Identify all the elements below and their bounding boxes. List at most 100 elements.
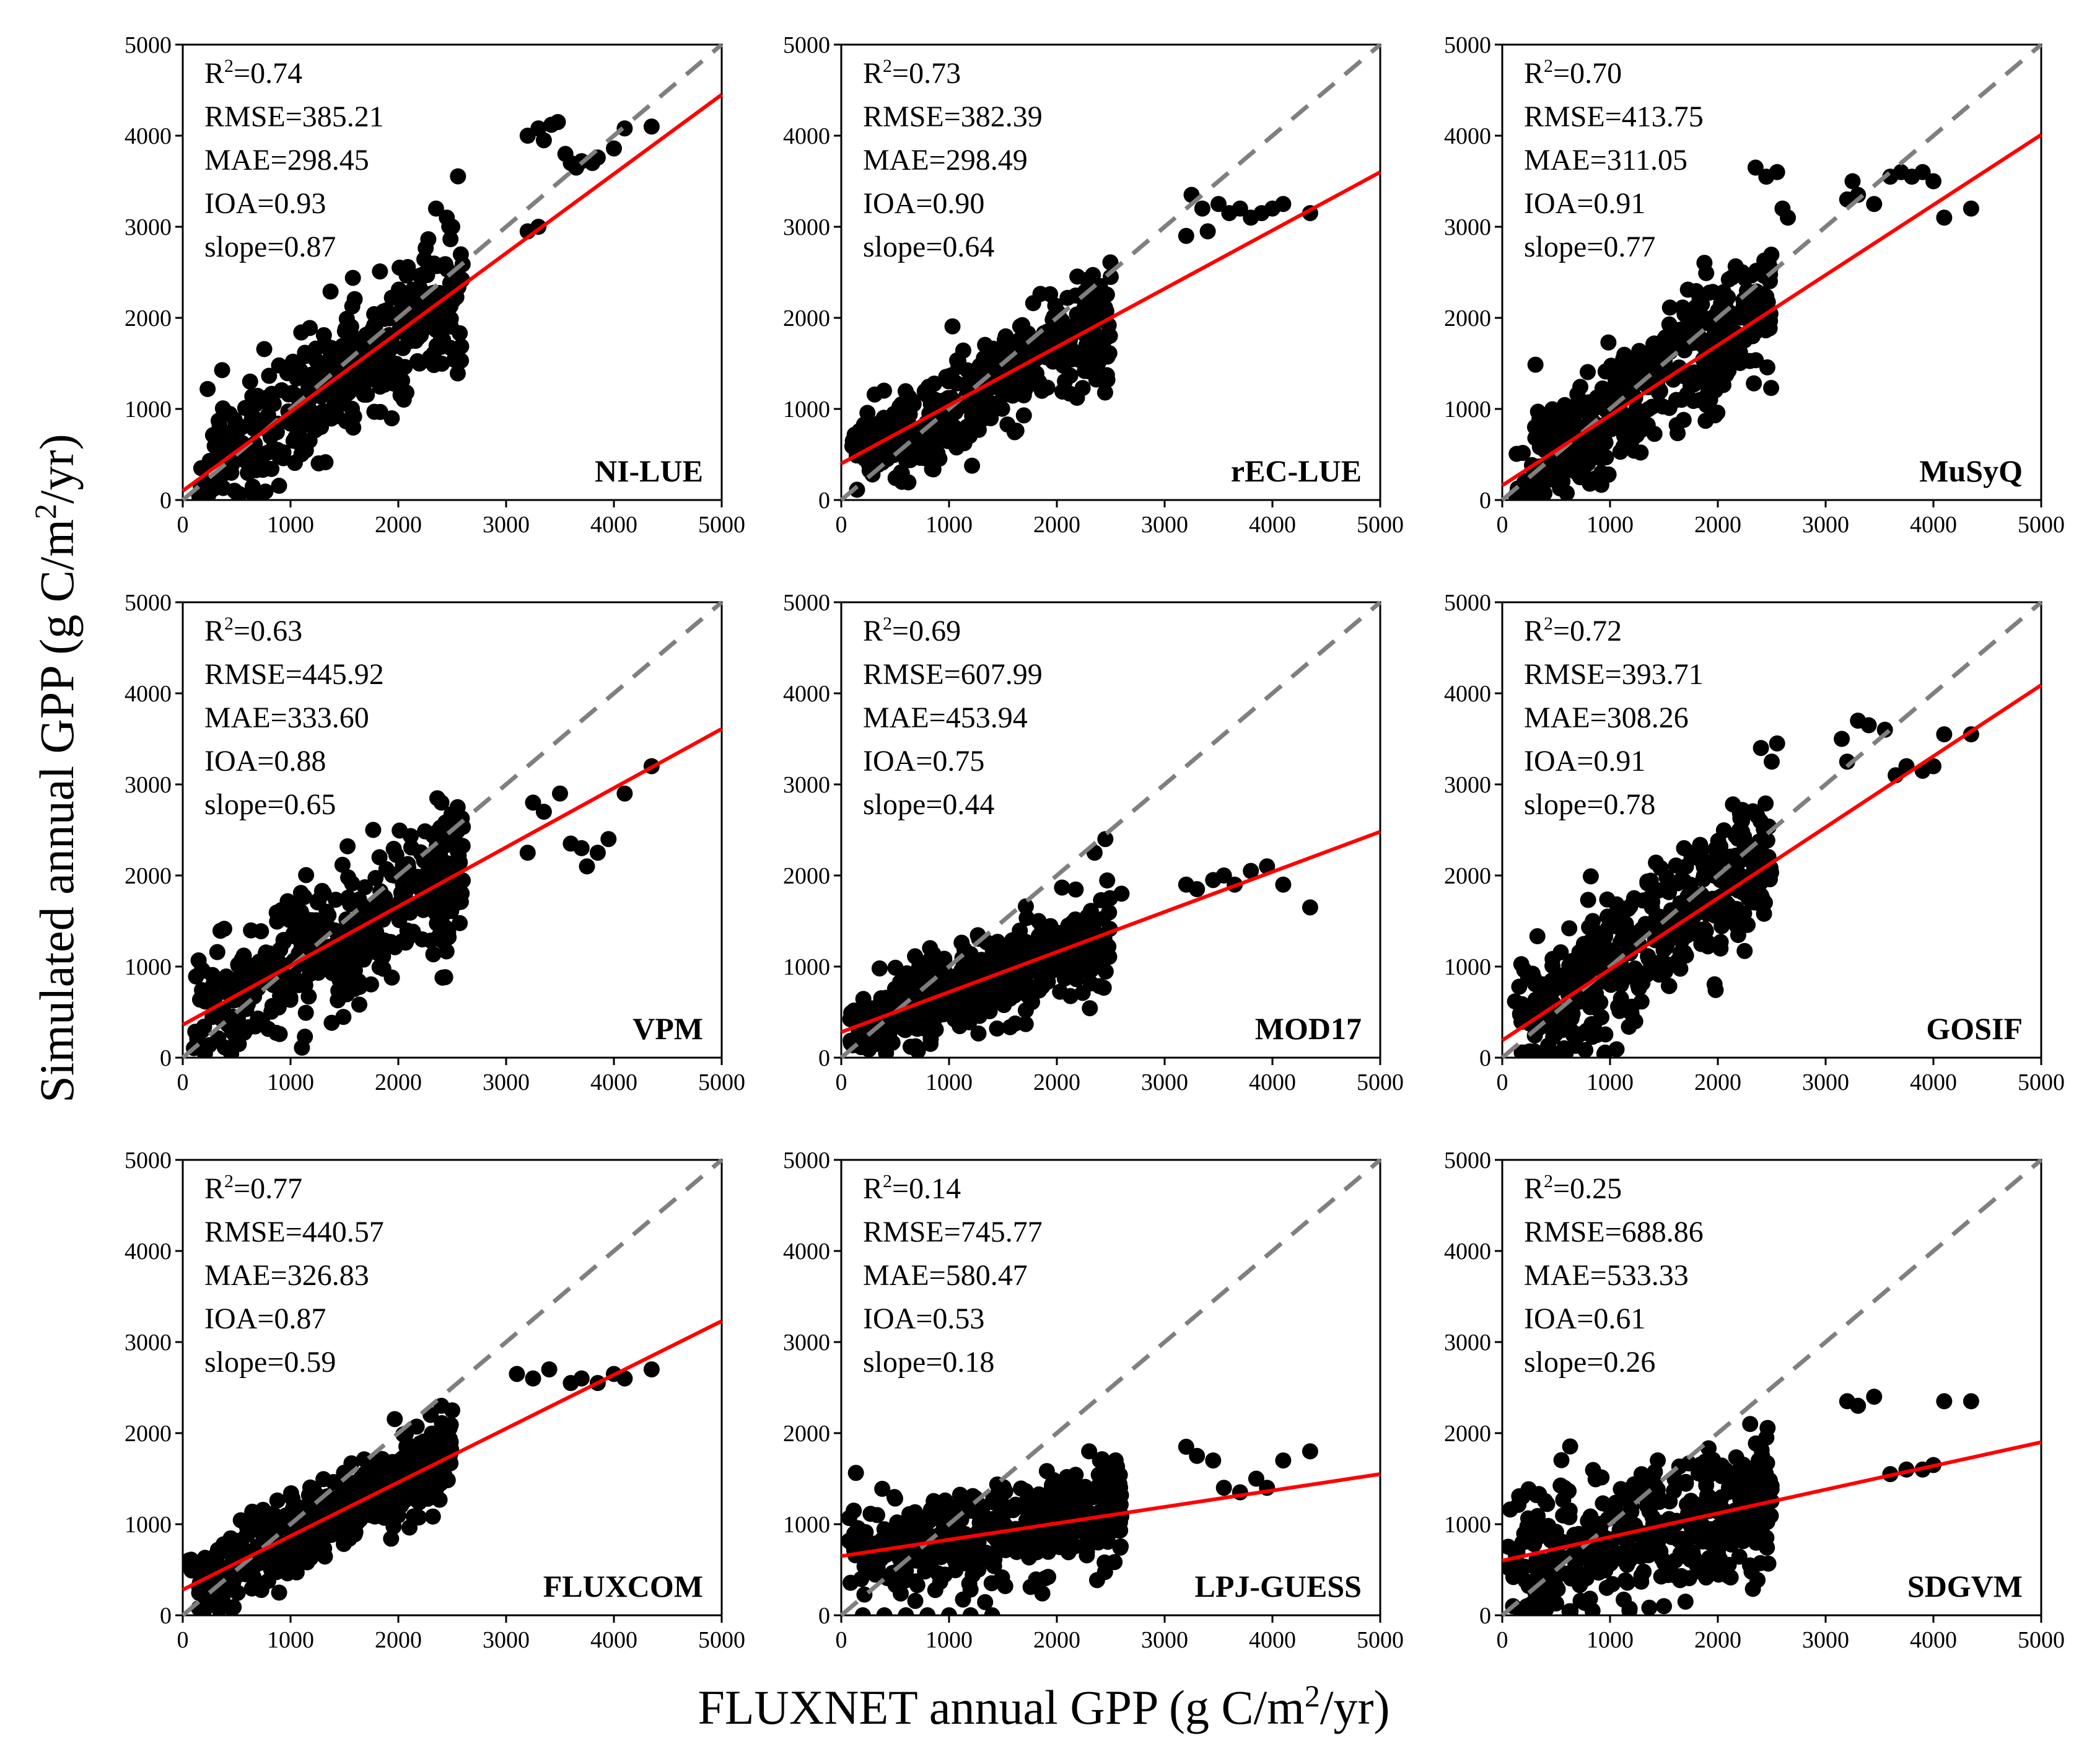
data-point bbox=[1712, 940, 1729, 957]
data-point bbox=[1678, 1473, 1694, 1490]
data-point bbox=[1006, 424, 1023, 441]
data-point bbox=[1685, 393, 1702, 410]
data-point bbox=[996, 1503, 1012, 1519]
data-point bbox=[1754, 890, 1770, 907]
data-point bbox=[275, 450, 292, 467]
x-tick-label: 5000 bbox=[698, 1627, 745, 1653]
data-point bbox=[1033, 918, 1050, 934]
data-point bbox=[852, 1038, 869, 1055]
y-tick-label: 1000 bbox=[1444, 1512, 1491, 1538]
data-point bbox=[579, 858, 595, 875]
point-group bbox=[842, 831, 1318, 1058]
data-point bbox=[1515, 444, 1531, 461]
data-point bbox=[1302, 899, 1318, 916]
data-point bbox=[878, 443, 895, 460]
data-point bbox=[1647, 1463, 1663, 1480]
data-point bbox=[357, 879, 374, 895]
x-tick-label: 1000 bbox=[926, 1627, 973, 1653]
data-point bbox=[1759, 294, 1776, 310]
data-point bbox=[1834, 731, 1850, 747]
data-point bbox=[344, 1512, 361, 1529]
data-point bbox=[1758, 1529, 1775, 1546]
data-point bbox=[949, 352, 966, 369]
data-point bbox=[1081, 1443, 1098, 1460]
plot-frame bbox=[1501, 43, 2042, 501]
data-point bbox=[229, 1545, 245, 1562]
data-point bbox=[1749, 1571, 1766, 1588]
data-point bbox=[1623, 1503, 1640, 1520]
data-point bbox=[293, 324, 310, 341]
data-point bbox=[298, 867, 315, 884]
data-point bbox=[1561, 920, 1578, 937]
data-point bbox=[919, 1607, 936, 1615]
y-tick-label: 1000 bbox=[783, 397, 830, 423]
data-point bbox=[1019, 987, 1036, 1004]
model-name: SDGVM bbox=[1907, 1569, 2023, 1604]
data-point bbox=[222, 1530, 239, 1547]
data-point bbox=[1632, 1548, 1649, 1565]
data-point bbox=[292, 362, 309, 379]
r2-symbol: R bbox=[1524, 615, 1544, 647]
data-point bbox=[449, 799, 466, 815]
data-point bbox=[214, 362, 230, 379]
data-point bbox=[237, 400, 253, 416]
data-point bbox=[324, 965, 341, 981]
data-point bbox=[1037, 973, 1054, 990]
data-point bbox=[409, 1455, 426, 1472]
mae-label: MAE=311.05 bbox=[1524, 144, 1687, 177]
y-tick-label: 3000 bbox=[783, 214, 830, 240]
plot-frame bbox=[840, 1159, 1381, 1617]
y-tick-label: 5000 bbox=[1444, 1147, 1491, 1174]
ioa-label: IOA=0.90 bbox=[863, 187, 984, 220]
slope-label: slope=0.18 bbox=[863, 1346, 994, 1379]
data-point bbox=[643, 118, 660, 135]
data-point bbox=[908, 1038, 924, 1055]
data-point bbox=[253, 1582, 269, 1599]
data-point bbox=[986, 957, 1002, 973]
data-point bbox=[442, 1434, 459, 1450]
data-point bbox=[589, 845, 606, 861]
data-point bbox=[1017, 1002, 1034, 1019]
data-point bbox=[191, 991, 208, 1008]
x-tick-label: 1000 bbox=[926, 512, 973, 538]
r2-superscript: 2 bbox=[224, 613, 234, 634]
data-point bbox=[1215, 1480, 1232, 1496]
data-point bbox=[938, 369, 955, 385]
y-tick-label: 5000 bbox=[1444, 32, 1491, 58]
data-point bbox=[1602, 1555, 1619, 1572]
data-point bbox=[878, 997, 895, 1014]
mae-label: MAE=333.60 bbox=[204, 701, 369, 734]
y-tick-label: 1000 bbox=[125, 1512, 172, 1538]
x-tick-label: 1000 bbox=[1587, 512, 1634, 538]
y-tick-label: 4000 bbox=[783, 123, 830, 149]
slope-label: slope=0.44 bbox=[863, 788, 994, 821]
data-point bbox=[891, 1017, 908, 1033]
fit-line bbox=[1502, 1440, 2042, 1563]
y-tick-label: 1000 bbox=[1444, 397, 1491, 423]
data-point bbox=[917, 447, 934, 464]
data-point bbox=[1545, 1029, 1562, 1045]
data-point bbox=[450, 168, 466, 185]
data-point bbox=[874, 1480, 891, 1497]
data-point bbox=[1735, 292, 1752, 309]
data-point bbox=[1189, 1447, 1206, 1464]
y-tick-label: 1000 bbox=[125, 397, 172, 423]
x-tick-label: 3000 bbox=[1802, 1627, 1849, 1653]
data-point bbox=[1537, 1493, 1554, 1509]
data-point bbox=[427, 200, 444, 217]
data-point bbox=[1674, 299, 1691, 316]
data-point bbox=[338, 413, 354, 429]
data-point bbox=[420, 231, 437, 248]
data-point bbox=[1111, 1467, 1128, 1483]
data-point bbox=[433, 794, 450, 811]
panel-fluxcom: 00 1000 1000 2000 2000 3000 3000 4000 4000 5000 50… bbox=[125, 1147, 745, 1653]
x-tick-label: 0 bbox=[177, 1069, 189, 1095]
data-point bbox=[1742, 1416, 1759, 1433]
model-name: FLUXCOM bbox=[543, 1569, 703, 1604]
data-point bbox=[256, 459, 273, 476]
data-point bbox=[376, 310, 393, 327]
data-point bbox=[952, 1486, 968, 1503]
data-point bbox=[1633, 993, 1650, 1010]
data-point bbox=[927, 391, 943, 408]
